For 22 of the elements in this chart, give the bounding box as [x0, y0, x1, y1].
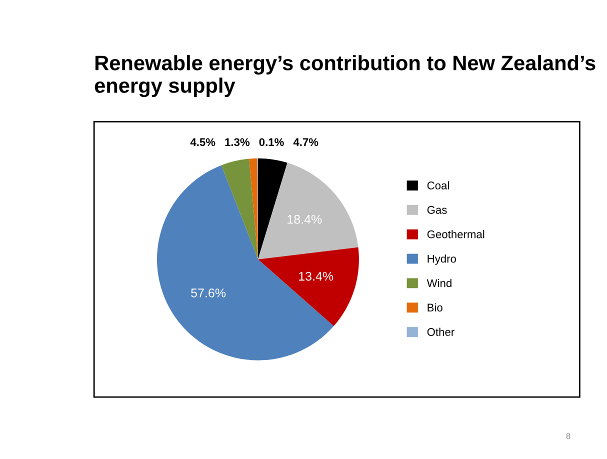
pie-slice [258, 158, 288, 260]
data-label: 1.3% [225, 138, 250, 146]
pie-slice [258, 247, 359, 326]
pie-slice [258, 162, 358, 260]
chart-title: Renewable energy’s contribution to New Zealand’s energy supply [94, 55, 596, 98]
data-label: 4.7% [293, 138, 318, 146]
text: 8 [566, 433, 570, 439]
data-label: 0.1% [259, 138, 284, 146]
legend-label: Wind [426, 278, 452, 288]
pie-slice [249, 158, 258, 260]
pie-slice [156, 165, 334, 360]
data-label: 57.6% [191, 288, 226, 298]
legend-label: Hydro [428, 254, 456, 265]
data-label: 18.4% [288, 214, 322, 224]
legend-label: Gas [427, 206, 447, 214]
pie-slice [221, 158, 258, 260]
legend-label: Coal [427, 181, 449, 190]
data-label: 4.5% [190, 138, 216, 146]
data-label: 13.4% [299, 272, 334, 281]
legend-label: Other [427, 328, 454, 336]
legend-label: Geothermal [427, 230, 484, 238]
legend-label: Bio [428, 303, 442, 312]
